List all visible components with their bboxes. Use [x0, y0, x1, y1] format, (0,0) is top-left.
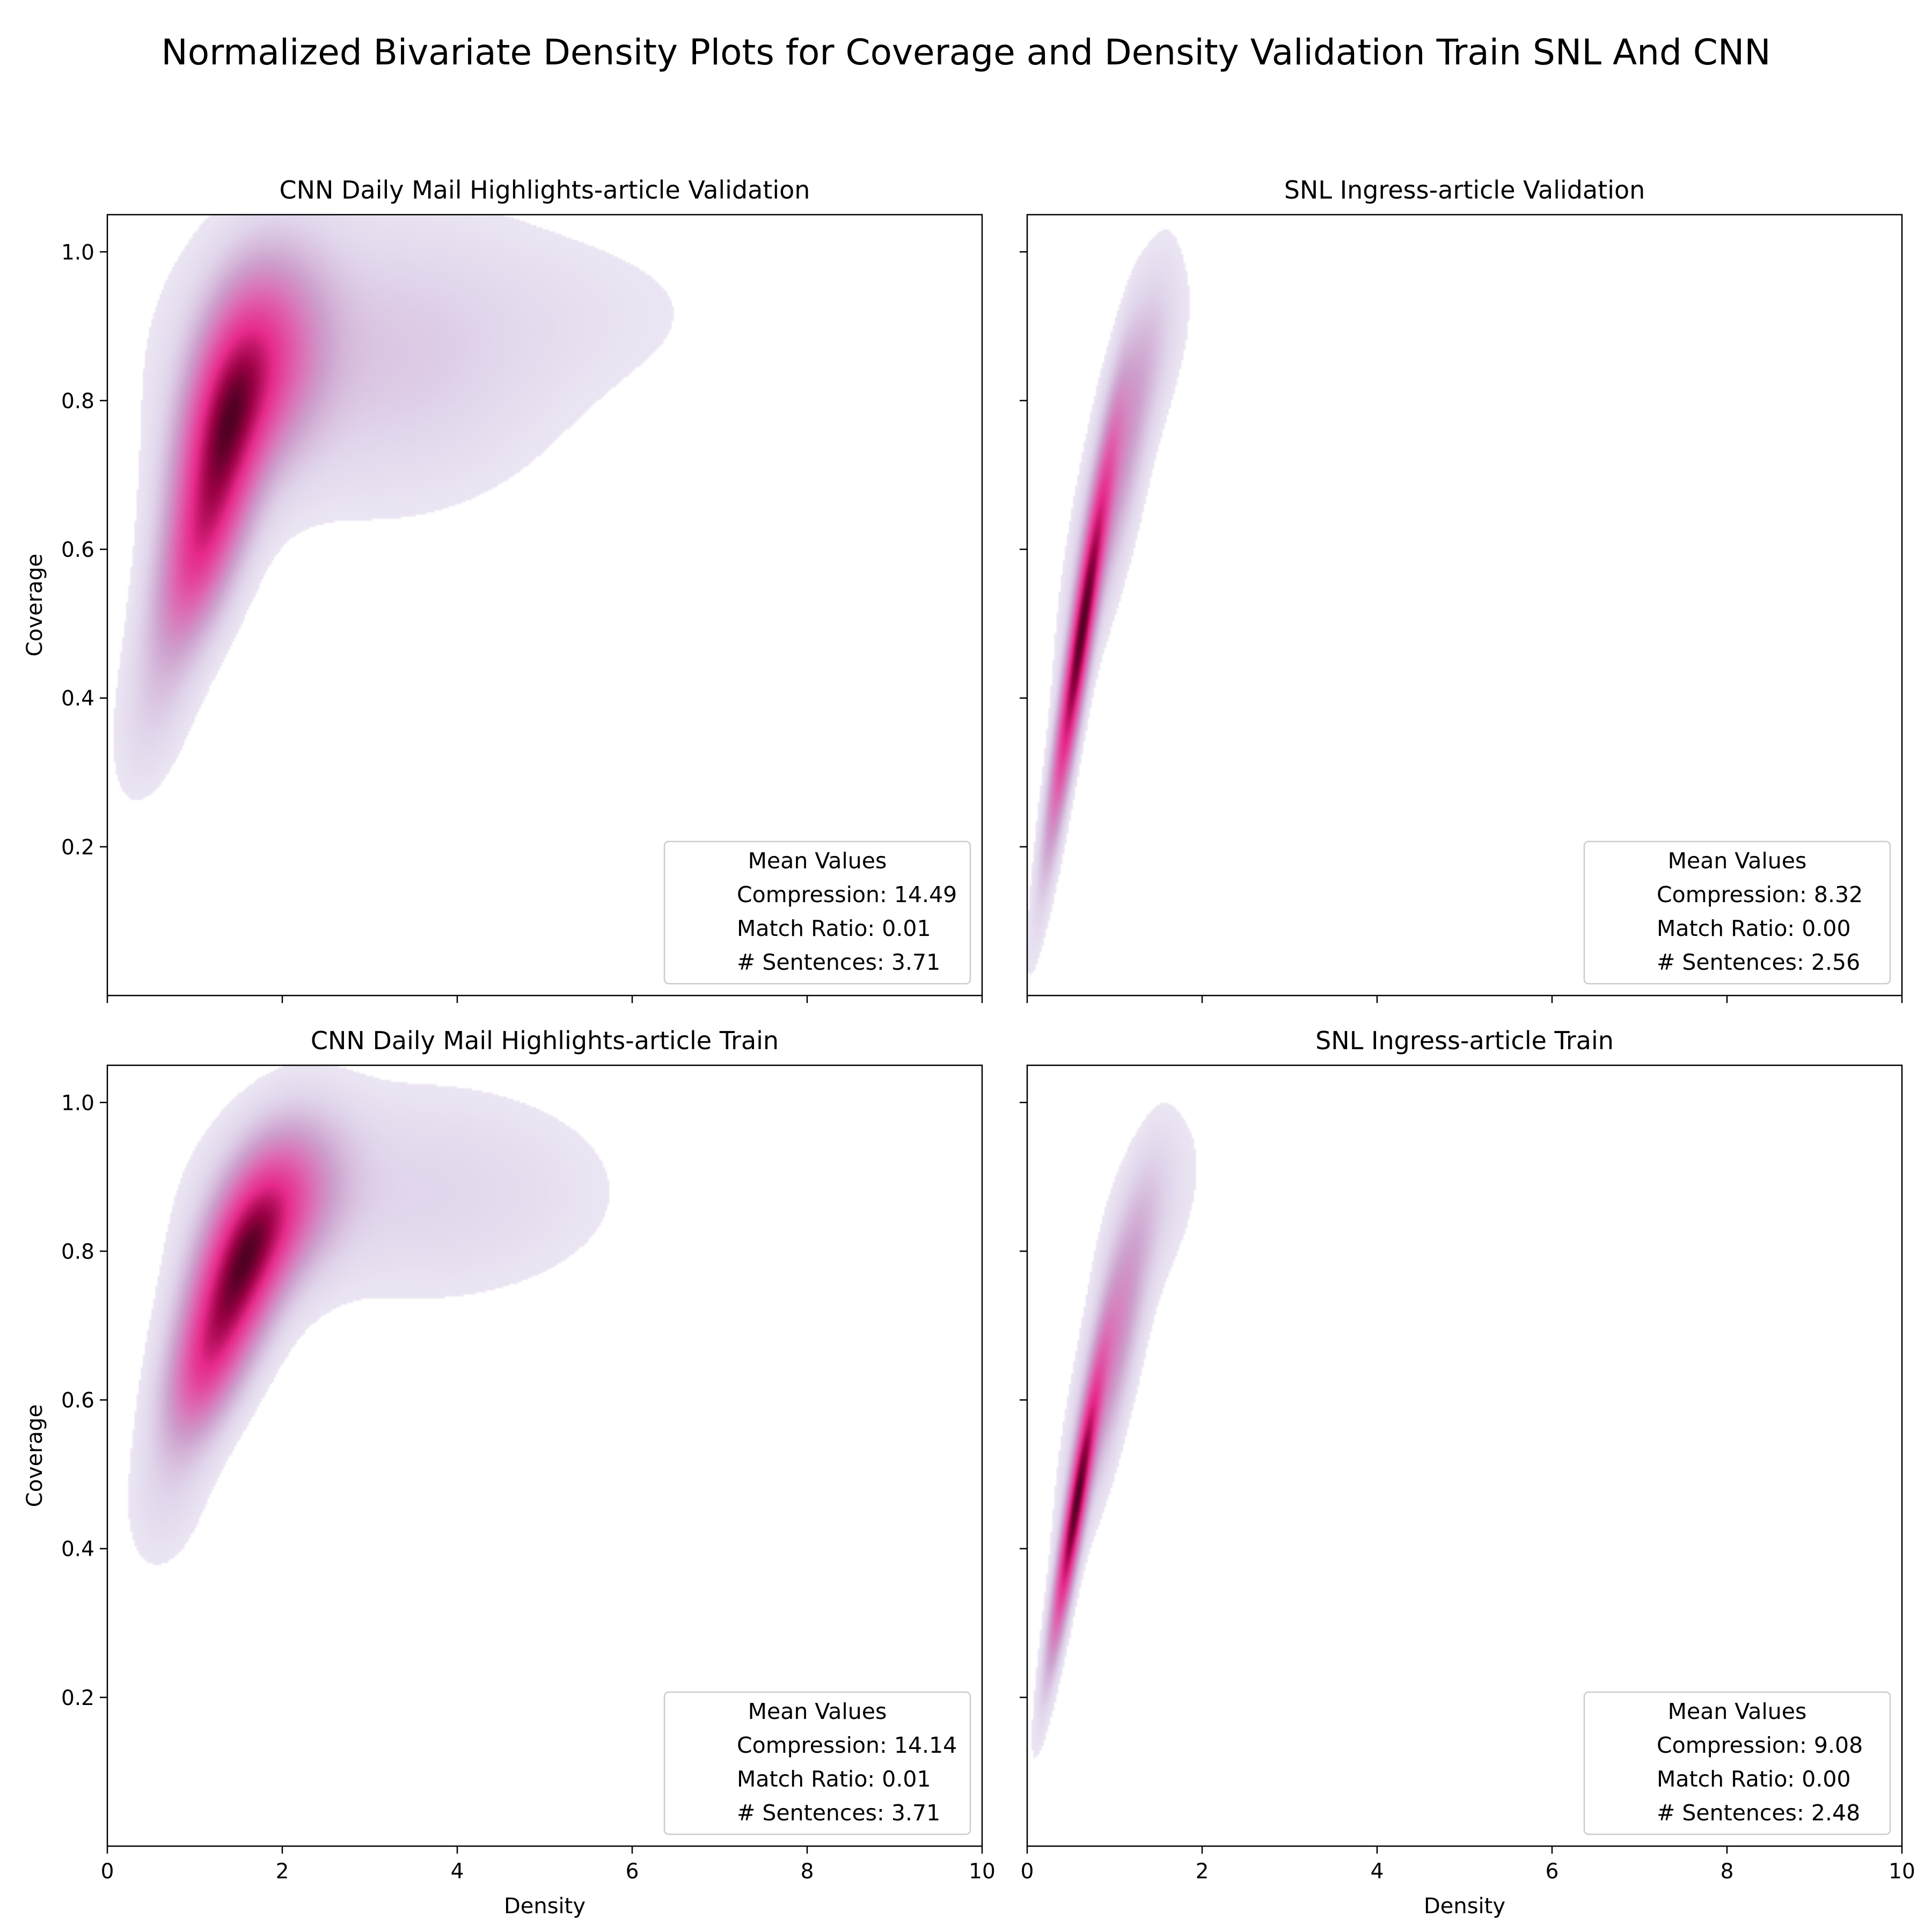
- x-tick-label: 0: [1021, 1860, 1034, 1884]
- legend-box: [663, 840, 971, 985]
- subplot-title: SNL Ingress-article Validation: [1284, 175, 1645, 204]
- x-tick-label: 6: [626, 1860, 639, 1884]
- legend-entry: # Sentences: 3.71: [737, 1800, 940, 1826]
- x-tick-label: 6: [1546, 1860, 1559, 1884]
- legend: Mean Values Compression: 14.49 Match Ratio…: [663, 840, 971, 985]
- legend-title: Mean Values: [748, 1699, 887, 1724]
- y-tick-label: 0.4: [61, 687, 94, 711]
- legend: Mean Values Compression: 9.08 Match Ratio:…: [1583, 1691, 1891, 1835]
- legend-box: [663, 1691, 971, 1835]
- x-tick-label: 2: [276, 1860, 289, 1884]
- subplot-1: 0.2 0.4 0.6 0.8 1.0 CNN Daily Mail Highlights…: [23, 175, 983, 1003]
- legend-entry: Match Ratio: 0.00: [1657, 916, 1851, 941]
- subplot-grid: 0.2 0.4 0.6 0.8 1.0 CNN Daily Mail Highlights…: [23, 175, 1915, 1919]
- figure-title: Normalized Bivariate Density Plots for C…: [161, 32, 1770, 73]
- legend-entry: Match Ratio: 0.00: [1657, 1766, 1851, 1792]
- y-axis-label: Coverage: [23, 554, 47, 657]
- x-tick-label: 8: [1721, 1860, 1734, 1884]
- x-tick-label: 10: [1889, 1860, 1915, 1884]
- legend-entry: # Sentences: 3.71: [737, 949, 940, 975]
- legend-entry: # Sentences: 2.56: [1657, 949, 1860, 975]
- legend-entry: Compression: 9.08: [1657, 1732, 1863, 1758]
- y-tick-label: 0.8: [61, 1240, 94, 1264]
- legend-title: Mean Values: [1668, 1699, 1807, 1724]
- x-axis-label: Density: [504, 1894, 586, 1919]
- y-tick-label: 1.0: [61, 1091, 94, 1115]
- legend-entry: # Sentences: 2.48: [1657, 1800, 1860, 1826]
- axes-frame: [1026, 1064, 1903, 1847]
- y-tick-label: 0.6: [61, 1389, 94, 1413]
- x-tick-label: 2: [1196, 1860, 1209, 1884]
- subplot-2: SNL Ingress-article Validation Mean Value…: [1020, 175, 1903, 1003]
- legend: Mean Values Compression: 8.32 Match Ratio:…: [1583, 840, 1891, 985]
- subplot-title: SNL Ingress-article Train: [1315, 1026, 1614, 1055]
- legend-box: [1583, 840, 1891, 985]
- x-tick-label: 4: [1371, 1860, 1384, 1884]
- y-tick-label: 1.0: [61, 240, 94, 265]
- subplot-4: 0 2 4 6 8 10 SNL Ingress-article Train Density M…: [1020, 1026, 1915, 1919]
- y-tick-label: 0.4: [61, 1538, 94, 1562]
- legend-entry: Match Ratio: 0.01: [737, 1766, 931, 1792]
- y-axis-label: Coverage: [23, 1404, 47, 1507]
- subplot-title: CNN Daily Mail Highlights-article Train: [311, 1026, 779, 1055]
- x-axis-label: Density: [1424, 1894, 1505, 1919]
- subplot-title: CNN Daily Mail Highlights-article Valida…: [280, 175, 810, 204]
- legend-entry: Compression: 8.32: [1657, 882, 1863, 908]
- x-tick-label: 4: [451, 1860, 464, 1884]
- legend: Mean Values Compression: 14.14 Match Ratio…: [663, 1691, 971, 1835]
- axes-frame: [106, 1064, 983, 1847]
- y-tick-label: 0.2: [61, 836, 94, 860]
- axes-frame: [106, 214, 983, 997]
- legend-entry: Compression: 14.14: [737, 1732, 957, 1758]
- axes-frame: [1026, 214, 1903, 997]
- x-tick-label: 8: [801, 1860, 814, 1884]
- legend-box: [1583, 1691, 1891, 1835]
- x-tick-label: 0: [101, 1860, 114, 1884]
- x-tick-label: 10: [969, 1860, 996, 1884]
- legend-entry: Compression: 14.49: [737, 882, 957, 908]
- legend-title: Mean Values: [1668, 848, 1807, 874]
- legend-entry: Match Ratio: 0.01: [737, 916, 931, 941]
- y-tick-label: 0.8: [61, 389, 94, 413]
- legend-title: Mean Values: [748, 848, 887, 874]
- y-tick-label: 0.2: [61, 1686, 94, 1710]
- subplot-3: 0 2 4 6 8 10 0.2 0.4 0.6 0.8 1.0 CNN Daily Mail Hig…: [23, 1026, 996, 1919]
- y-tick-label: 0.6: [61, 538, 94, 562]
